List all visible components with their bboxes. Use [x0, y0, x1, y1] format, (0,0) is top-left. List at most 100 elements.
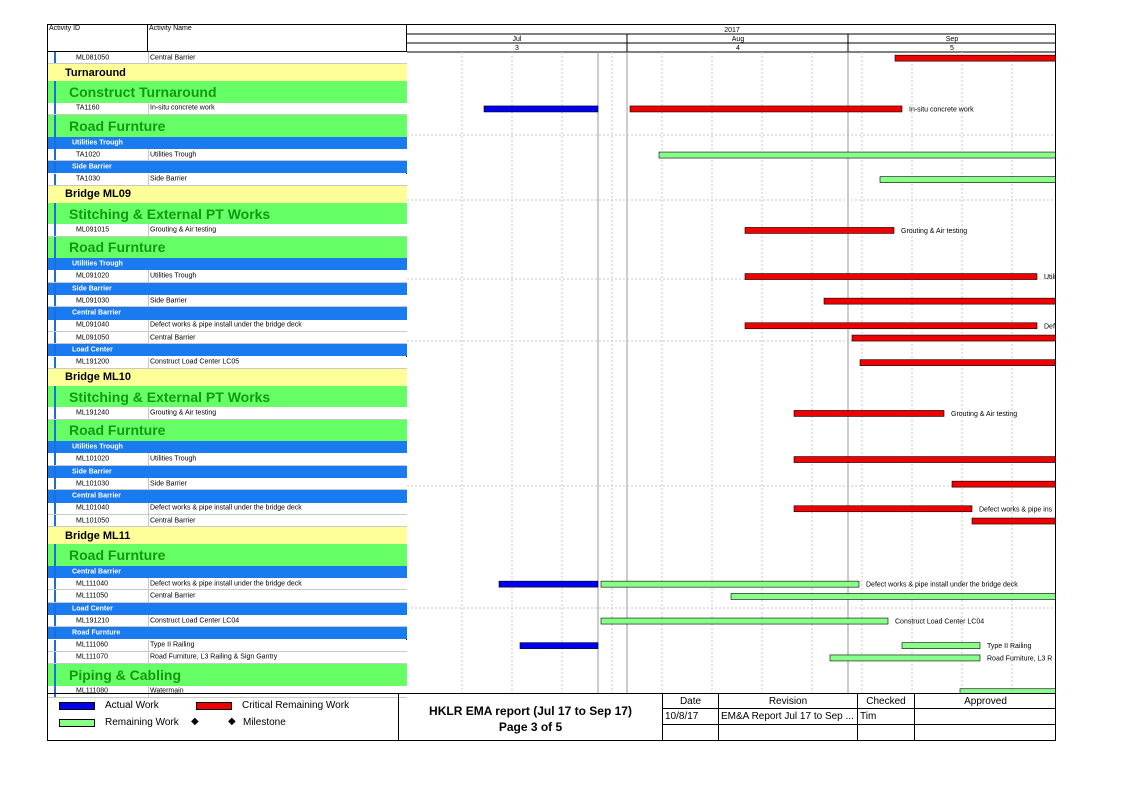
green-group-row-road-furnture[interactable]: Road Furnture [48, 419, 407, 442]
green-group-row-road-furnture[interactable]: Road Furnture [48, 236, 407, 259]
row-indent-bar [54, 148, 56, 161]
remaining-work-bar [879, 176, 1055, 183]
activity-row-ta1030[interactable]: TA1030 Side Barrier [48, 173, 407, 186]
green-group-row-road-furnture[interactable]: Road Furnture [48, 544, 407, 566]
timeline-month-label: Sep [946, 36, 959, 43]
blue-group-row-side-barrier[interactable]: Side Barrier [48, 161, 407, 174]
yellow-group-row-bridge-ml09[interactable]: Bridge ML09 [48, 185, 407, 203]
remaining-work-bar [901, 642, 981, 649]
row-indent-bar [54, 295, 56, 307]
activity-row-ml101020[interactable]: ML101020 Utilities Trough [48, 453, 407, 466]
column-separator [148, 478, 149, 490]
group-title: Load Center [72, 605, 113, 613]
revision-empty-cell [915, 725, 1055, 740]
bar-label: Grouting & Air testing [901, 228, 967, 235]
blue-group-row-central-barrier[interactable]: Central Barrier [48, 307, 407, 320]
activity-row-ml191240[interactable]: ML191240 Grouting & Air testing [48, 407, 407, 420]
actual-work-bar [498, 580, 599, 588]
column-header-activity-id[interactable]: Activity ID [48, 25, 148, 52]
row-indent-bar [54, 52, 56, 64]
blue-group-row-load-center[interactable]: Load Center [48, 344, 407, 357]
yellow-group-row-bridge-ml11[interactable]: Bridge ML11 [48, 527, 407, 545]
group-title: Central Barrier [72, 568, 122, 576]
green-group-row-construct-turnaround[interactable]: Construct Turnaround [48, 81, 407, 103]
activity-name: Utilities Trough [150, 272, 197, 280]
row-indent-bar [54, 282, 56, 295]
blue-group-row-side-barrier[interactable]: Side Barrier [48, 282, 407, 295]
activity-name: Construct Load Center LC05 [150, 358, 240, 366]
revision-empty-cell [858, 725, 915, 740]
activity-row-ml091015[interactable]: ML091015 Grouting & Air testing [48, 224, 407, 237]
group-title: Bridge ML11 [65, 529, 131, 542]
activity-id: ML191240 [76, 409, 110, 417]
activity-row-ml091020[interactable]: ML091020 Utilities Trough [48, 270, 407, 283]
timeline-month-label: Aug [732, 36, 745, 43]
remaining-work-bar [600, 617, 889, 625]
critical-work-bar [951, 480, 1055, 488]
green-group-row-road-furnture[interactable]: Road Furnture [48, 115, 407, 137]
green-group-row-stitching-external-pt-works[interactable]: Stitching & External PT Works [48, 385, 407, 408]
activity-row-ml101050[interactable]: ML101050 Central Barrier [48, 514, 407, 528]
blue-group-row-utilities-trough[interactable]: Utilities Trough [48, 441, 407, 454]
yellow-group-row-turnaround[interactable]: Turnaround [48, 64, 407, 82]
legend-milestone-label: Milestone [243, 717, 286, 728]
milestone-diamond-icon: ◆ [228, 716, 236, 727]
blue-group-row-central-barrier[interactable]: Central Barrier [48, 565, 407, 578]
green-group-row-piping-cabling[interactable]: Piping & Cabling [48, 664, 407, 686]
revision-empty-cell [663, 725, 719, 740]
activity-id: ML111060 [76, 641, 109, 649]
row-indent-bar [54, 173, 56, 185]
row-indent-bar [54, 590, 56, 602]
column-separator [148, 319, 149, 331]
group-title: Load Center [72, 346, 113, 354]
blue-group-row-road-furnture[interactable]: Road Furnture [48, 627, 407, 640]
activity-row-ml111060[interactable]: ML111060 Type II Railing [48, 639, 407, 652]
column-separator [148, 685, 149, 697]
activity-row-ml081050[interactable]: ML081050 Central Barrier [48, 52, 407, 65]
activity-row-ml091040[interactable]: ML091040 Defect works & pipe install unde… [48, 319, 407, 332]
activity-row-ml111080[interactable]: ML111080 Watermain [48, 685, 407, 698]
activity-row-ml091030[interactable]: ML091030 Side Barrier [48, 295, 407, 308]
row-indent-bar [54, 651, 56, 664]
activity-id: ML111050 [76, 592, 109, 600]
column-header-activity-name[interactable]: Activity Name [148, 25, 407, 52]
row-indent-bar [54, 441, 56, 454]
critical-work-bar [744, 227, 895, 234]
group-title: Side Barrier [72, 163, 112, 171]
activity-row-ml191210[interactable]: ML191210 Construct Load Center LC04 [48, 614, 407, 628]
column-separator [148, 270, 149, 282]
activity-id: ML111040 [76, 580, 109, 588]
activity-row-ml091050[interactable]: ML091050 Central Barrier [48, 331, 407, 345]
activity-name: Road Furniture, L3 Railing & Sign Gantry [150, 653, 278, 661]
row-indent-bar [54, 478, 56, 490]
row-indent-bar [54, 258, 56, 271]
activity-id: ML101020 [76, 455, 110, 463]
activity-row-ml111070[interactable]: ML111070 Road Furniture, L3 Railing & Sig… [48, 651, 407, 665]
activity-row-ml101030[interactable]: ML101030 Side Barrier [48, 478, 407, 491]
group-title: Central Barrier [72, 492, 122, 500]
blue-group-row-side-barrier[interactable]: Side Barrier [48, 465, 407, 478]
activity-row-ta1020[interactable]: TA1020 Utilities Trough [48, 148, 407, 162]
activity-id: ML091040 [76, 321, 110, 329]
blue-group-row-load-center[interactable]: Load Center [48, 602, 407, 615]
group-title: Road Furnture [69, 546, 166, 563]
bar-label: Defe [1044, 323, 1056, 330]
activity-row-ml111050[interactable]: ML111050 Central Barrier [48, 590, 407, 603]
green-group-row-stitching-external-pt-works[interactable]: Stitching & External PT Works [48, 202, 407, 225]
activity-row-ta1160[interactable]: TA1160 In-situ concrete work [48, 102, 407, 116]
blue-group-row-central-barrier[interactable]: Central Barrier [48, 490, 407, 503]
activity-row-ml101040[interactable]: ML101040 Defect works & pipe install unde… [48, 502, 407, 515]
blue-group-row-utilities-trough[interactable]: Utilities Trough [48, 136, 407, 149]
bar-label: Utili [1044, 274, 1056, 281]
activity-row-ml191200[interactable]: ML191200 Construct Load Center LC05 [48, 356, 407, 369]
remaining-work-bar [829, 654, 981, 662]
activity-name: Type II Railing [150, 641, 195, 649]
row-indent-bar [54, 685, 56, 697]
timeline-year-label: 2017 [724, 27, 740, 34]
activity-row-ml111040[interactable]: ML111040 Defect works & pipe install unde… [48, 578, 407, 591]
blue-group-row-utilities-trough[interactable]: Utilities Trough [48, 258, 407, 271]
row-indent-bar [54, 602, 56, 615]
column-separator [148, 148, 149, 161]
yellow-group-row-bridge-ml10[interactable]: Bridge ML10 [48, 368, 407, 386]
column-separator [148, 514, 149, 527]
